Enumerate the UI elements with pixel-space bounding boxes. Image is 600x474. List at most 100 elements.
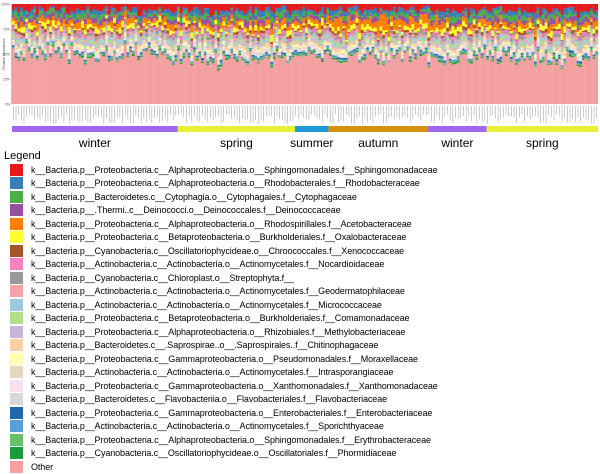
- bar-segment: [188, 24, 191, 27]
- bar-segment: [497, 51, 500, 52]
- bar-segment: [534, 50, 537, 51]
- bar-segment: [531, 44, 534, 46]
- bar-segment: [196, 41, 199, 45]
- bar-segment: [276, 16, 279, 18]
- bar-segment: [132, 41, 135, 42]
- bar-segment: [321, 50, 324, 53]
- bar-segment: [300, 45, 303, 47]
- bar-segment: [169, 53, 172, 54]
- bar-segment: [49, 7, 52, 8]
- bar-segment: [310, 36, 313, 38]
- bar-segment: [318, 53, 321, 54]
- bar-segment: [71, 41, 74, 42]
- bar-segment: [523, 52, 526, 54]
- bar-segment: [587, 53, 590, 55]
- bar-segment: [561, 15, 564, 18]
- bar-segment: [28, 32, 31, 34]
- bar-segment: [76, 18, 79, 22]
- bar-segment: [153, 52, 156, 53]
- bar-segment: [329, 20, 332, 24]
- bar-segment: [436, 28, 439, 33]
- bar-segment: [342, 42, 345, 46]
- bar-segment: [220, 55, 223, 58]
- bar-segment: [209, 62, 212, 105]
- bar-segment: [515, 27, 518, 34]
- bar-segment: [454, 50, 457, 54]
- bar-segment: [372, 10, 375, 15]
- bar-segment: [260, 57, 263, 58]
- bar-segment: [217, 48, 220, 51]
- bar-segment: [145, 26, 148, 29]
- bar-segment: [270, 50, 273, 53]
- bar-segment: [529, 41, 532, 43]
- bar-segment: [230, 7, 233, 8]
- bar-segment: [406, 38, 409, 39]
- bar-segment: [268, 48, 271, 49]
- bar-segment: [33, 53, 36, 104]
- bar-segment: [478, 45, 481, 47]
- bar-segment: [454, 54, 457, 55]
- bar-segment: [324, 52, 327, 53]
- bar-segment: [561, 4, 564, 15]
- bar-segment: [41, 55, 44, 105]
- bar-segment: [273, 57, 276, 59]
- bar-segment: [452, 49, 455, 51]
- bar-segment: [233, 42, 236, 45]
- bar-segment: [324, 19, 327, 23]
- bar-segment: [220, 58, 223, 60]
- bar-segment: [177, 6, 180, 7]
- bar-segment: [481, 43, 484, 46]
- bar-segment: [84, 52, 87, 56]
- bar-segment: [302, 7, 305, 12]
- bar-segment: [382, 53, 385, 55]
- bar-segment: [286, 43, 289, 46]
- bar-segment: [169, 16, 172, 21]
- bar-segment: [132, 4, 135, 8]
- bar-segment: [39, 11, 42, 16]
- bar-segment: [97, 36, 100, 38]
- bar-segment: [166, 41, 169, 42]
- bar-segment: [444, 41, 447, 44]
- bar-segment: [542, 46, 545, 47]
- bar-segment: [177, 46, 180, 47]
- bar-segment: [404, 42, 407, 44]
- bar-segment: [579, 62, 582, 64]
- bar-segment: [265, 16, 268, 20]
- bar-segment: [566, 49, 569, 51]
- bar-segment: [220, 67, 223, 104]
- bar-segment: [585, 28, 588, 31]
- bar-segment: [542, 31, 545, 33]
- bar-segment: [577, 30, 580, 32]
- bar-segment: [33, 6, 36, 9]
- bar-segment: [494, 22, 497, 28]
- bar-segment: [209, 26, 212, 30]
- bar-segment: [121, 22, 124, 28]
- bar-segment: [143, 4, 146, 10]
- bar-segment: [41, 35, 44, 36]
- bar-segment: [305, 28, 308, 34]
- bar-segment: [577, 66, 580, 104]
- bar-segment: [185, 32, 188, 35]
- bar-segment: [513, 40, 516, 42]
- bar-segment: [433, 47, 436, 49]
- bar-segment: [563, 48, 566, 52]
- bar-segment: [340, 13, 343, 17]
- bar-segment: [553, 20, 556, 25]
- bar-segment: [12, 14, 15, 16]
- bar-segment: [278, 35, 281, 38]
- bar-segment: [454, 4, 457, 11]
- bar-segment: [289, 52, 292, 55]
- bar-segment: [201, 4, 204, 15]
- bar-segment: [404, 36, 407, 38]
- bar-segment: [404, 30, 407, 33]
- bar-segment: [491, 53, 494, 54]
- bar-segment: [507, 30, 510, 31]
- bar-segment: [340, 4, 343, 7]
- bar-segment: [316, 4, 319, 14]
- bar-segment: [188, 37, 191, 38]
- bar-segment: [494, 15, 497, 22]
- bar-segment: [507, 22, 510, 27]
- bar-segment: [446, 4, 449, 8]
- bar-segment: [214, 26, 217, 29]
- bar-segment: [286, 63, 289, 104]
